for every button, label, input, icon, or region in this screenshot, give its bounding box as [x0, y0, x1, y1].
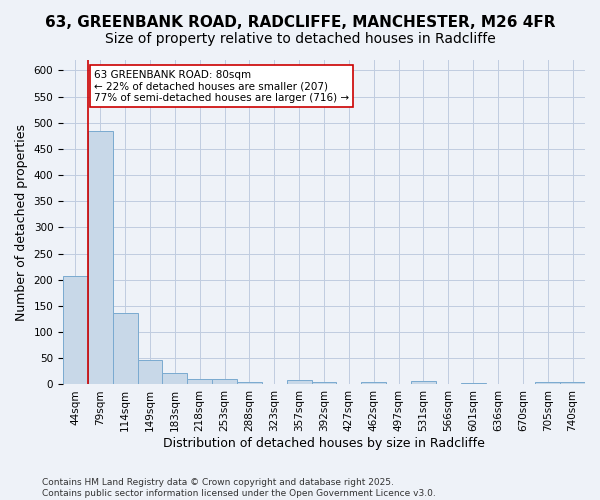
Bar: [361, 382, 386, 384]
Text: Contains HM Land Registry data © Crown copyright and database right 2025.
Contai: Contains HM Land Registry data © Crown c…: [42, 478, 436, 498]
Bar: [187, 378, 212, 384]
X-axis label: Distribution of detached houses by size in Radcliffe: Distribution of detached houses by size …: [163, 437, 485, 450]
Text: 63, GREENBANK ROAD, RADCLIFFE, MANCHESTER, M26 4FR: 63, GREENBANK ROAD, RADCLIFFE, MANCHESTE…: [45, 15, 555, 30]
Bar: [411, 382, 436, 384]
Bar: [137, 360, 163, 384]
Bar: [113, 313, 137, 384]
Y-axis label: Number of detached properties: Number of detached properties: [15, 124, 28, 320]
Text: 63 GREENBANK ROAD: 80sqm
← 22% of detached houses are smaller (207)
77% of semi-: 63 GREENBANK ROAD: 80sqm ← 22% of detach…: [94, 70, 349, 103]
Bar: [237, 382, 262, 384]
Bar: [461, 383, 485, 384]
Bar: [287, 380, 311, 384]
Bar: [88, 131, 113, 384]
Bar: [311, 382, 337, 384]
Bar: [535, 382, 560, 384]
Text: Size of property relative to detached houses in Radcliffe: Size of property relative to detached ho…: [104, 32, 496, 46]
Bar: [163, 373, 187, 384]
Bar: [560, 382, 585, 384]
Bar: [63, 276, 88, 384]
Bar: [212, 378, 237, 384]
